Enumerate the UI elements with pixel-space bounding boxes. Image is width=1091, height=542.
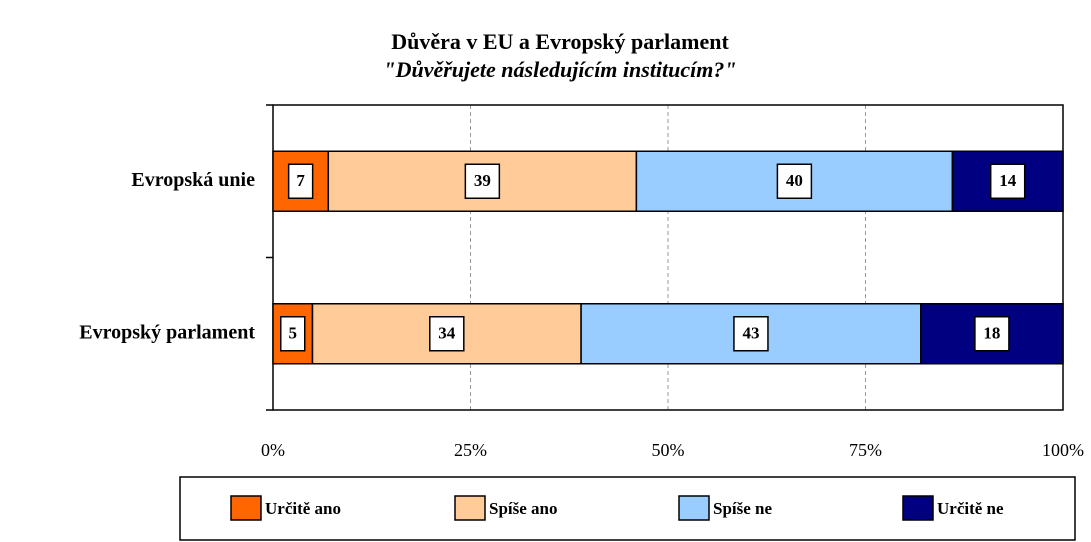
legend-swatch (678, 495, 710, 521)
legend-swatch (230, 495, 262, 521)
x-tick-label: 100% (1042, 440, 1084, 460)
data-label-box (776, 163, 813, 199)
data-label: 18 (983, 324, 1000, 343)
x-tick-label: 50% (652, 440, 685, 460)
data-label-box (429, 316, 465, 352)
data-label: 40 (786, 171, 803, 190)
data-label-box (464, 163, 501, 199)
data-label-box (287, 163, 314, 199)
legend-label: Určitě ne (937, 499, 1004, 518)
legend-swatch (454, 495, 486, 521)
x-tick-label: 75% (849, 440, 882, 460)
data-label-box (989, 163, 1026, 199)
data-label-box (974, 316, 1010, 352)
data-label: 39 (474, 171, 491, 190)
y-tick-label: Evropská unie (131, 169, 255, 191)
legend-label: Spíše ano (489, 499, 558, 518)
legend-swatch (902, 495, 934, 521)
x-tick-label: 0% (261, 440, 285, 460)
legend-label: Určitě ano (265, 499, 341, 518)
chart-title: Důvěra v EU a Evropský parlament (391, 29, 729, 54)
data-label-box (733, 316, 769, 352)
legend-label: Spíše ne (713, 499, 772, 518)
data-label: 43 (742, 324, 759, 343)
y-tick-label: Evropský parlament (79, 321, 255, 343)
chart-subtitle: "Důvěřujete následujícím institucím?" (383, 57, 736, 82)
data-label: 7 (296, 171, 305, 190)
x-tick-label: 25% (454, 440, 487, 460)
bar-segment (272, 303, 314, 365)
data-label: 34 (438, 324, 456, 343)
data-label-box (280, 316, 306, 352)
data-label: 14 (999, 171, 1017, 190)
data-label: 5 (289, 324, 298, 343)
